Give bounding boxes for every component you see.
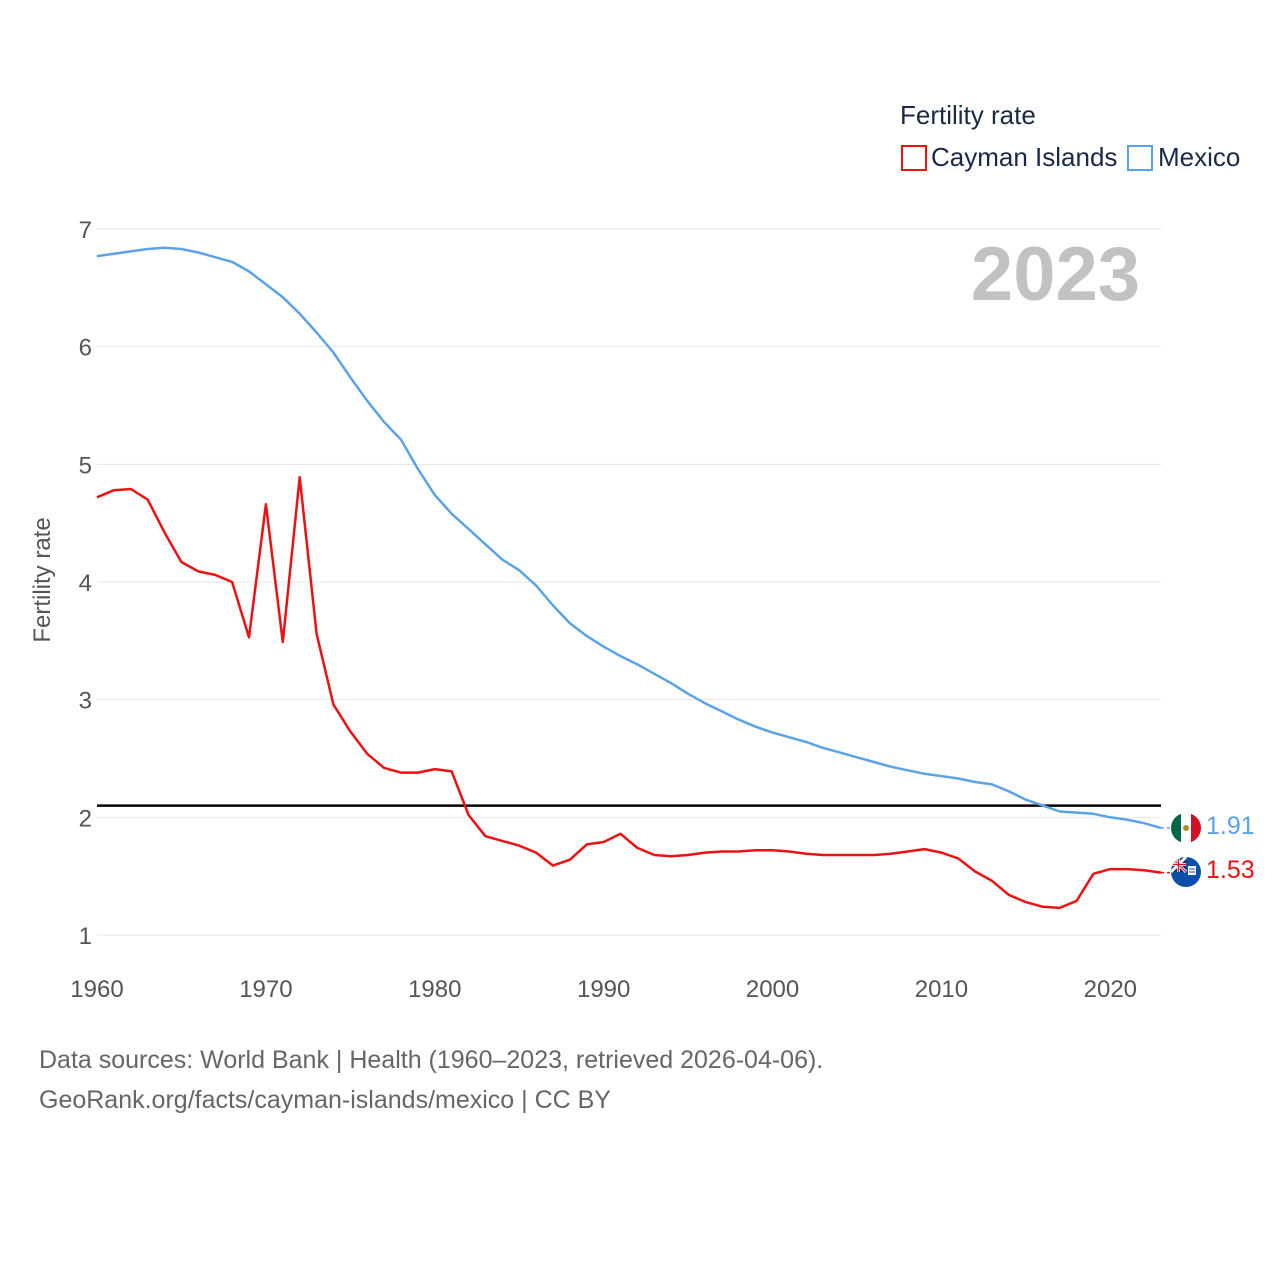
mexico-end-value: 1.91	[1206, 812, 1255, 840]
y-axis-label: Fertility rate	[29, 517, 56, 642]
legend-label-cayman-islands[interactable]: Cayman Islands	[931, 142, 1117, 172]
legend-swatch-mexico[interactable]	[1127, 145, 1153, 171]
legend-swatch-cayman-islands[interactable]	[901, 145, 927, 171]
y-tick-label: 4	[79, 570, 92, 597]
x-tick-label: 1970	[239, 976, 292, 1003]
data-source-text: Data sources: World Bank | Health (1960–…	[39, 1046, 823, 1074]
cayman-islands-end-value: 1.53	[1206, 856, 1255, 884]
x-axis-ticks: 1960 1970 1980 1990 2000 2010 2020	[70, 976, 1137, 1003]
mexico-flag-icon	[1171, 813, 1201, 843]
year-label: 2023	[971, 232, 1140, 317]
y-tick-label: 7	[79, 217, 92, 244]
series-line-mexico[interactable]	[96, 246, 1162, 830]
y-tick-label: 1	[79, 923, 92, 950]
legend-title: Fertility rate	[900, 100, 1036, 130]
y-tick-label: 5	[79, 452, 92, 479]
series-line-cayman-islands[interactable]	[96, 476, 1162, 910]
legend-label-mexico[interactable]: Mexico	[1158, 142, 1240, 172]
legend: Fertility rate Cayman Islands Mexico	[900, 100, 1240, 172]
x-tick-label: 1980	[408, 976, 461, 1003]
y-tick-label: 6	[79, 335, 92, 362]
cayman-islands-flag-icon	[1171, 857, 1201, 887]
x-tick-label: 1960	[70, 976, 123, 1003]
series-lines	[96, 246, 1170, 910]
source-url-text[interactable]: GeoRank.org/facts/cayman-islands/mexico …	[39, 1086, 611, 1114]
y-tick-label: 2	[79, 805, 92, 832]
y-axis-ticks: 1 2 3 4 5 6 7	[79, 217, 92, 950]
x-tick-label: 2020	[1084, 976, 1137, 1003]
y-tick-label: 3	[79, 688, 92, 715]
x-tick-label: 1990	[577, 976, 630, 1003]
x-tick-label: 2000	[746, 976, 799, 1003]
x-tick-label: 2010	[915, 976, 968, 1003]
